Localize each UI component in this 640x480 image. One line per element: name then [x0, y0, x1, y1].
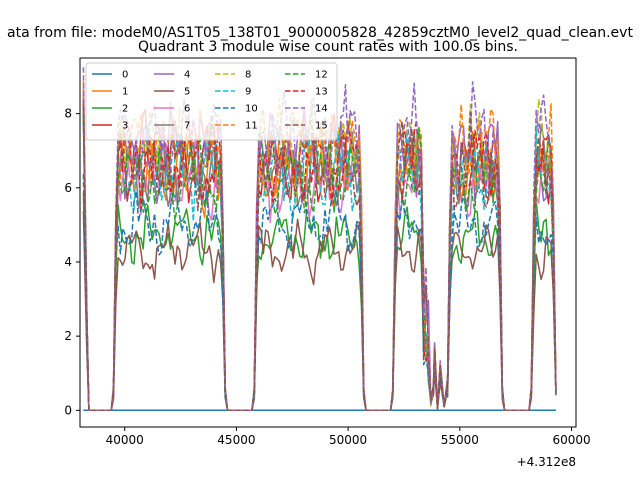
legend-label: 11 — [245, 121, 258, 132]
series-line-7 — [82, 108, 557, 412]
x-tick-label: 45000 — [217, 433, 255, 447]
chart-title: Quadrant 3 module wise count rates with … — [138, 39, 518, 55]
legend-label: 1 — [122, 87, 128, 98]
series-line-2 — [82, 192, 557, 412]
legend-label: 7 — [184, 121, 190, 132]
legend-label: 4 — [184, 70, 190, 81]
x-tick-label: 60000 — [552, 433, 590, 447]
legend-label: 8 — [245, 70, 251, 81]
legend-label: 2 — [122, 104, 128, 115]
legend-label: 6 — [184, 104, 190, 115]
y-axis: 0 2 4 6 8 — [64, 107, 80, 417]
y-tick-label: 8 — [64, 107, 72, 121]
series-line-5 — [82, 210, 557, 412]
x-tick-label: 55000 — [441, 433, 479, 447]
x-offset-label: +4.312e8 — [517, 455, 576, 469]
x-axis: 40000 45000 50000 55000 60000 — [106, 427, 591, 447]
legend-label: 9 — [245, 87, 251, 98]
series-line-15 — [82, 104, 557, 412]
legend-label: 5 — [184, 87, 190, 98]
legend-label: 12 — [315, 70, 328, 81]
y-tick-label: 2 — [64, 329, 72, 343]
series-line-10 — [82, 173, 557, 412]
legend-label: 10 — [245, 104, 258, 115]
legend-box — [85, 62, 338, 141]
legend-label: 13 — [315, 87, 328, 98]
x-tick-label: 50000 — [329, 433, 367, 447]
legend-label: 3 — [122, 121, 128, 132]
plot-frame — [79, 57, 577, 428]
y-tick-label: 4 — [64, 255, 72, 269]
legend-label: 0 — [122, 70, 128, 81]
x-tick-label: 40000 — [106, 433, 144, 447]
legend-label: 14 — [315, 104, 328, 115]
y-tick-label: 0 — [64, 403, 72, 417]
legend-label: 15 — [315, 121, 328, 132]
y-tick-label: 6 — [64, 181, 72, 195]
figure-suptitle: ata from file: modeM0/AS1T05_138T01_9000… — [7, 25, 633, 41]
